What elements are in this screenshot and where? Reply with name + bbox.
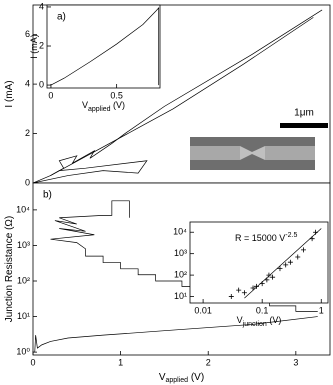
annotation-part: -2.5 xyxy=(285,232,297,239)
x-tick-label: 0 xyxy=(30,357,35,367)
panel-label: b) xyxy=(43,190,52,201)
x-tick-label: 1 xyxy=(319,305,324,315)
y-axis-label: I (mA) xyxy=(4,80,15,107)
x-tick-label: 3 xyxy=(293,357,298,367)
point xyxy=(295,254,301,260)
point xyxy=(228,294,234,300)
y-tick-label: 4 xyxy=(39,1,44,11)
annotation: R = 15000 V-2.5 xyxy=(235,232,297,243)
y-axis-label: I (mA) xyxy=(29,34,39,59)
y-tick-label: 10¹ xyxy=(17,311,30,321)
point xyxy=(283,262,289,268)
line xyxy=(50,7,160,86)
point xyxy=(277,266,283,272)
electrode-right xyxy=(265,146,315,160)
y-tick-label: 10⁰ xyxy=(16,346,30,356)
point xyxy=(250,285,256,291)
y-tick-label: 0 xyxy=(25,177,30,187)
y-tick-label: 10¹ xyxy=(174,291,187,301)
y-tick-label: 10⁴ xyxy=(173,227,187,237)
x-axis-label-part: (V) xyxy=(188,372,204,383)
y-axis-label-part: I (mA) xyxy=(4,80,15,107)
y-axis-label-part: I (mA) xyxy=(29,34,39,59)
line xyxy=(33,17,314,183)
y-axis-label: Junction Resistance (Ω) xyxy=(4,216,15,322)
line xyxy=(34,316,318,353)
x-axis-label: Vjunction (V) xyxy=(237,315,282,328)
y-tick-label: 10⁴ xyxy=(16,204,30,214)
x-tick-label: 2 xyxy=(206,357,211,367)
x-tick-label: 0 xyxy=(48,90,53,100)
y-axis-label-part: Junction Resistance (Ω) xyxy=(4,216,15,322)
y-tick-label: 0 xyxy=(39,79,44,89)
series-group xyxy=(228,228,322,300)
x-axis-label: Vapplied (V) xyxy=(159,372,204,385)
panel: 0 2 4 0 0.5 a) I (mA) Vapplied (V) xyxy=(29,1,161,113)
point xyxy=(253,283,259,289)
y-tick-label: 2 xyxy=(39,40,44,50)
y-tick-label: 10³ xyxy=(17,240,30,250)
y-tick-label: 2 xyxy=(25,128,30,138)
y-tick-label: 10² xyxy=(174,269,187,279)
x-axis-label: Vapplied (V) xyxy=(82,100,125,113)
x-tick-label: 0.01 xyxy=(194,305,212,315)
x-axis-label-part: V xyxy=(82,100,88,110)
x-axis-label-part: junction xyxy=(242,321,267,328)
panel-label: a) xyxy=(57,12,66,23)
junction xyxy=(240,146,265,160)
point xyxy=(241,290,247,296)
micrograph xyxy=(190,137,315,170)
x-axis-label-part: V xyxy=(237,315,243,325)
panel: 10¹ 10² 10³ 10⁴ 0.01 0.1 1 Vjunction (V) R = 150… xyxy=(173,221,329,328)
scale-bar xyxy=(280,123,328,128)
plot-frame xyxy=(46,4,161,89)
point xyxy=(287,259,293,265)
electrode-left xyxy=(190,146,240,160)
annotation-part: R = 15000 V xyxy=(235,233,285,243)
point xyxy=(266,272,272,278)
line xyxy=(244,228,322,299)
y-tick-label: 10² xyxy=(17,275,30,285)
y-tick-label: 10³ xyxy=(174,248,187,258)
plot-frame xyxy=(189,221,329,304)
series-group xyxy=(50,7,160,86)
point xyxy=(300,247,306,253)
x-axis-label-part: (V) xyxy=(267,315,282,325)
point xyxy=(270,274,276,280)
scale-bar-label: 1μm xyxy=(294,108,314,119)
series-group xyxy=(33,9,323,183)
x-tick-label: 0.1 xyxy=(256,305,269,315)
x-axis-label-part: applied xyxy=(88,106,111,113)
y-tick-label: 4 xyxy=(25,78,30,88)
point xyxy=(236,287,242,293)
x-tick-label: 0.5 xyxy=(110,90,123,100)
y-tick-label: 6 xyxy=(25,29,30,39)
x-axis-label-part: applied xyxy=(165,377,188,384)
x-axis-label-part: (V) xyxy=(111,100,126,110)
x-tick-label: 1 xyxy=(118,357,123,367)
x-axis-label-part: V xyxy=(159,372,166,383)
